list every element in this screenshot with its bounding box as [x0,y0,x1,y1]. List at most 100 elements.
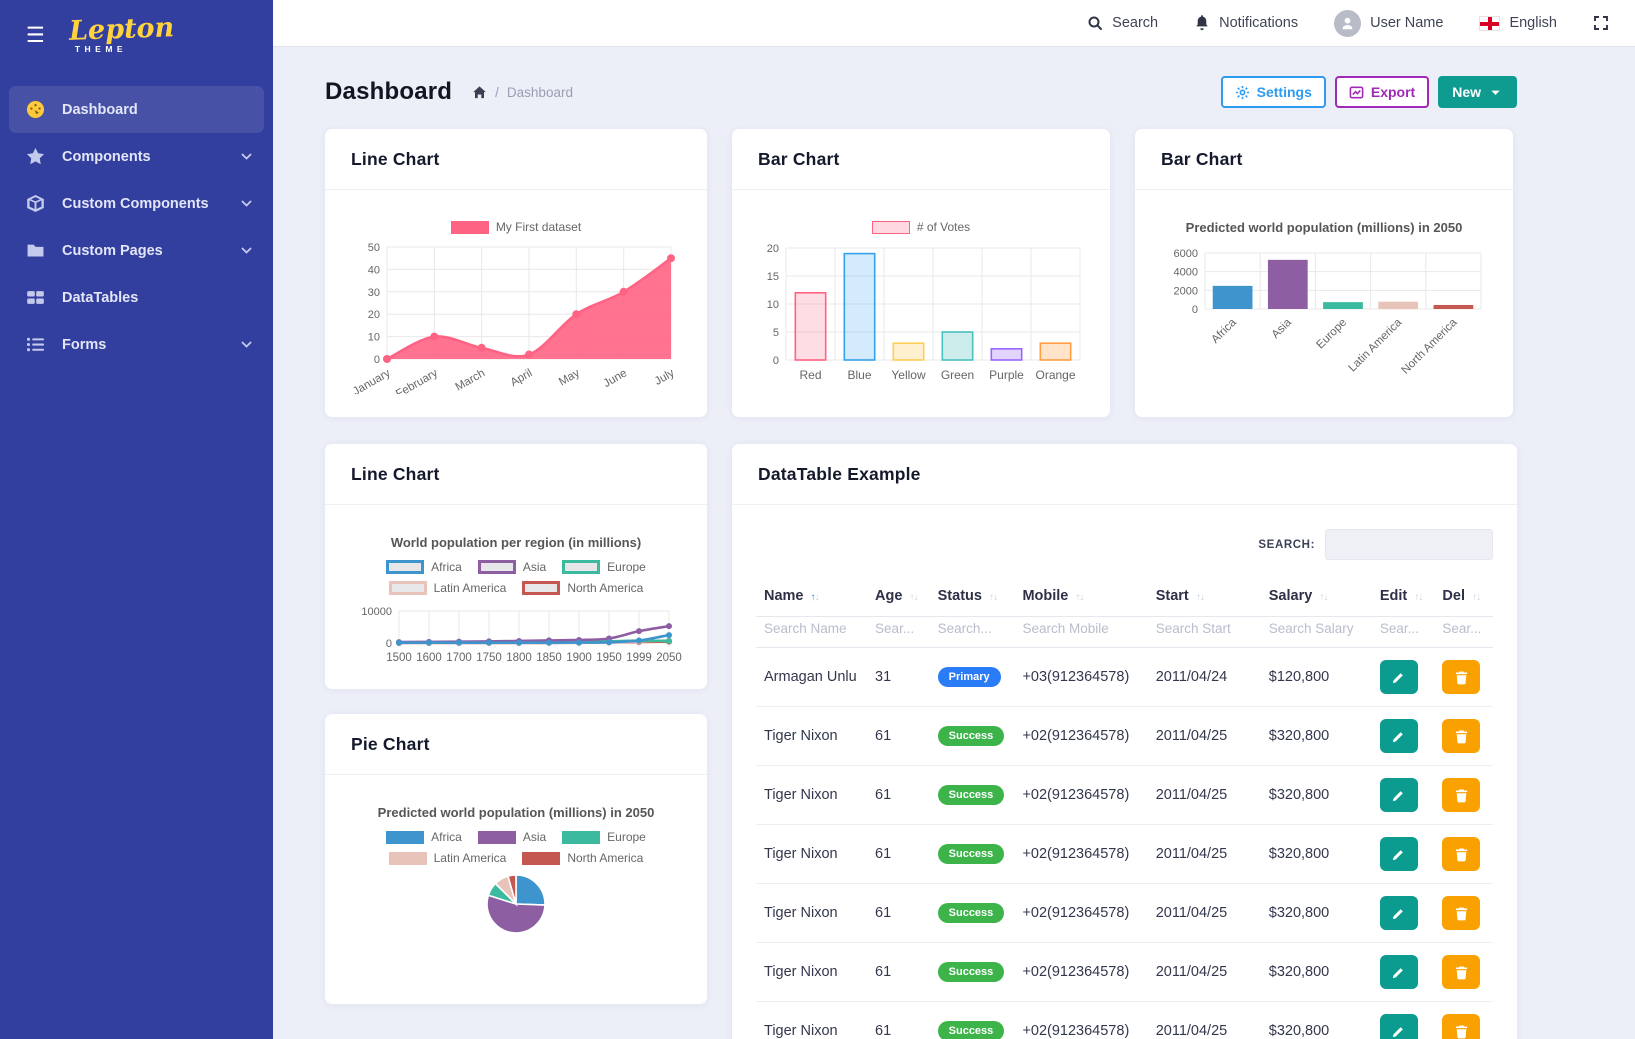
cell-salary: $320,800 [1260,765,1372,825]
topbar-user-menu[interactable]: User Name [1334,9,1444,37]
edit-button[interactable] [1379,1014,1418,1039]
legend-item[interactable]: My First dataset [450,220,581,234]
legend-item[interactable]: Africa [386,830,462,844]
legend-item[interactable]: Latin America [388,581,506,595]
new-button[interactable]: New [1438,76,1517,108]
legend-item[interactable]: Europe [562,830,646,844]
svg-text:1600: 1600 [416,652,442,664]
home-icon[interactable] [472,85,487,100]
svg-text:30: 30 [368,287,380,299]
line-chart-plot: 10000 0 1500 1600 1700 1750 1800 1850 1900 1950 19… [361,606,681,664]
column-filter-input[interactable] [937,621,1007,636]
table-row: Tiger Nixon 61 Success +02(912364578) 2011/0… [756,765,1493,825]
column-header-age[interactable]: Age ↑ ↓ [867,576,930,617]
settings-button[interactable]: Settings [1220,76,1326,108]
svg-text:20: 20 [767,243,779,255]
sidebar-item-components[interactable]: Components [0,133,273,180]
cell-edit [1371,1001,1435,1039]
svg-text:1800: 1800 [506,652,532,664]
legend-item[interactable]: # of Votes [871,220,970,234]
cell-start: 2011/04/24 [1147,647,1261,707]
cell-name: Armagan Unlu [756,647,868,707]
column-header-edit[interactable]: Edit ↑ ↓ [1371,576,1435,617]
edit-button[interactable] [1379,660,1418,694]
datatable-search-input[interactable] [1325,529,1493,560]
svg-text:6000: 6000 [1174,248,1198,260]
delete-button[interactable] [1442,1014,1481,1039]
status-badge: Success [937,1021,1005,1039]
topbar-language-menu[interactable]: English [1479,15,1557,31]
column-header-del[interactable]: Del ↑ ↓ [1434,576,1493,617]
fullscreen-toggle[interactable] [1593,15,1609,31]
sort-icon: ↑ ↓ [1414,592,1423,603]
status-badge: Success [937,962,1005,982]
sidebar-item-custom-pages[interactable]: Custom Pages [0,227,273,274]
sidebar-item-custom-components[interactable]: Custom Components [0,180,273,227]
bar-votes-chart: # of Votes 0 5 10 15 20 Red Blue Yellow Green Purp… [756,190,1086,399]
column-header-salary[interactable]: Salary ↑ ↓ [1260,576,1372,617]
column-filter-input[interactable] [1379,621,1427,636]
england-flag-icon [1479,15,1501,31]
table-row: Tiger Nixon 61 Success +02(912364578) 2011/0… [756,824,1493,884]
export-button[interactable]: Export [1334,76,1430,108]
delete-button[interactable] [1442,955,1481,989]
delete-button[interactable] [1442,778,1481,812]
sidebar-item-datatables[interactable]: DataTables [0,274,273,321]
brand-logo[interactable]: Lepton THEME [68,12,174,54]
column-filter-input[interactable] [1268,621,1364,636]
cell-status: Success [929,1001,1015,1039]
cell-salary: $320,800 [1260,1001,1372,1039]
cell-salary: $320,800 [1260,883,1372,943]
sidebar-item-label: DataTables [62,289,139,306]
column-filter-input[interactable] [1155,621,1253,636]
delete-button[interactable] [1442,660,1481,694]
legend-item[interactable]: Africa [386,560,462,574]
legend-label: Europe [607,830,646,844]
column-header-mobile[interactable]: Mobile ↑ ↓ [1014,576,1148,617]
legend-item[interactable]: Europe [562,560,646,574]
topbar-notifications[interactable]: Notifications [1194,15,1298,31]
edit-button[interactable] [1379,955,1418,989]
cell-start: 2011/04/25 [1147,765,1261,825]
column-filter-input[interactable] [1022,621,1140,636]
svg-text:January: January [351,367,393,394]
svg-text:March: March [453,367,487,393]
column-header-status[interactable]: Status ↑ ↓ [929,576,1015,617]
topbar-search-label: Search [1112,15,1159,31]
legend-item[interactable]: Latin America [388,851,506,865]
legend-item[interactable]: North America [522,851,643,865]
legend-label: Africa [431,560,462,574]
cell-age: 61 [867,706,930,766]
legend-item[interactable]: Asia [477,830,546,844]
delete-button[interactable] [1442,719,1481,753]
legend-swatch-icon [477,830,516,844]
cell-name: Tiger Nixon [756,1001,868,1039]
legend-item[interactable]: North America [522,581,643,595]
topbar-user-label: User Name [1370,15,1444,31]
edit-button[interactable] [1379,837,1418,871]
folder-icon [26,241,45,260]
legend-swatch-icon [477,560,516,574]
sidebar-item-forms[interactable]: Forms [0,321,273,368]
svg-text:Asia: Asia [1270,316,1295,341]
edit-button[interactable] [1379,896,1418,930]
edit-button[interactable] [1379,778,1418,812]
topbar-search[interactable]: Search [1087,15,1158,31]
column-filter-input[interactable] [764,621,860,636]
cube-icon [26,194,45,213]
edit-button[interactable] [1379,719,1418,753]
sidebar-item-dashboard[interactable]: Dashboard [9,86,264,133]
delete-button[interactable] [1442,896,1481,930]
cell-name: Tiger Nixon [756,824,868,884]
column-header-start[interactable]: Start ↑ ↓ [1147,576,1261,617]
legend-label: Asia [522,560,547,574]
column-header-name[interactable]: Name ↑ ↓ [756,576,868,617]
legend-swatch-icon [388,581,427,595]
delete-button[interactable] [1442,837,1481,871]
column-filter-input[interactable] [875,621,922,636]
menu-toggle-icon[interactable]: ☰ [26,23,45,47]
legend-item[interactable]: Asia [477,560,547,574]
cell-age: 61 [867,1001,930,1039]
column-filter-input[interactable] [1442,621,1485,636]
